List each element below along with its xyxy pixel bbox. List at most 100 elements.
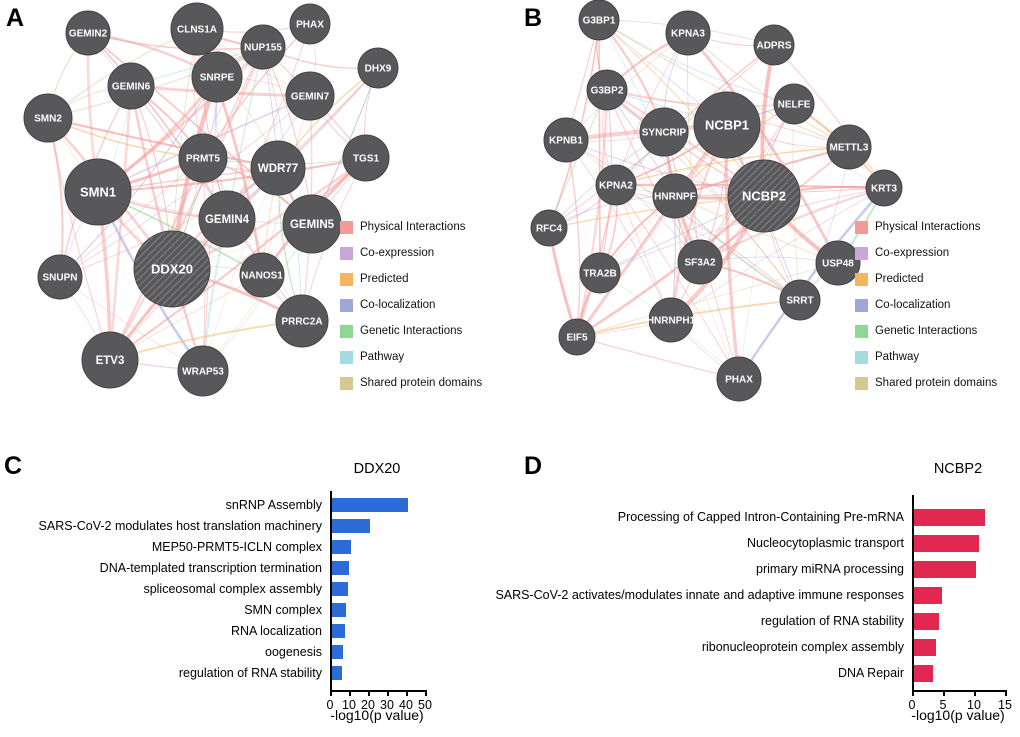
node-circle (865, 169, 903, 207)
legend-swatch (340, 247, 353, 260)
bar-chart-ncbp2: NCBP2 -log10(p value) Processing of Capp… (490, 455, 1020, 737)
network-edge (59, 167, 279, 278)
node-circle (37, 254, 83, 300)
legend-item-label: Co-localization (875, 299, 951, 311)
bar (332, 519, 370, 533)
legend-item: Predicted (340, 273, 482, 286)
bar (332, 603, 347, 617)
network-edge (59, 76, 218, 278)
bar (332, 561, 350, 575)
legend-swatch (340, 299, 353, 312)
network-node: METTL3 (826, 124, 872, 170)
node-circle (342, 134, 390, 182)
x-axis-line (912, 690, 1007, 692)
network-node: DHX9 (357, 47, 399, 89)
network-node: TRA2B (579, 252, 621, 294)
network-node: HNRNPH1 (647, 297, 696, 343)
network-panel-a: GEMIN2 CLNS1A PHAX NUP155 DHX9 GEMIN6 SNRPE GEM… (23, 2, 399, 397)
network-edge (576, 262, 839, 338)
node-circle (23, 93, 73, 143)
node-label: G3BP1 (583, 16, 616, 27)
node-circle (133, 230, 211, 308)
x-tick-label: 50 (418, 698, 432, 712)
node-label: KRT3 (871, 184, 898, 195)
node-label: RFC4 (536, 224, 563, 235)
node-label: USP48 (822, 259, 854, 270)
node-circle (178, 133, 228, 183)
node-circle (289, 3, 331, 45)
x-tick-label: 30 (380, 698, 394, 712)
network-edge (129, 84, 205, 373)
node-circle (753, 24, 795, 66)
network-node: NCBP2 (727, 159, 801, 233)
bar (914, 664, 933, 682)
legend-item-label: Pathway (360, 351, 405, 363)
node-circle (240, 24, 286, 70)
network-node: HNRNPF (652, 173, 698, 219)
network-node: SMN2 (23, 93, 73, 143)
node-circle (191, 51, 243, 103)
bar (914, 612, 939, 630)
node-label: SNRPE (200, 73, 235, 84)
node-label: DHX9 (365, 64, 392, 75)
panel-label-c: C (4, 452, 23, 480)
bar (914, 534, 980, 552)
node-label: GEMIN7 (291, 92, 330, 103)
legend-item-label: Co-localization (360, 299, 436, 311)
legend-swatch (340, 221, 353, 234)
node-circle (578, 0, 620, 41)
network-edge (737, 186, 886, 381)
node-circle (357, 47, 399, 89)
network-node: WRAP53 (177, 345, 229, 397)
legend-swatch (855, 247, 868, 260)
network-node: SNUPN (37, 254, 83, 300)
node-circle (198, 190, 256, 248)
node-circle (81, 331, 139, 389)
category-label: RNA localization (230, 624, 322, 638)
node-label: ADPRS (756, 41, 791, 52)
node-label: TRA2B (583, 269, 616, 280)
legend-item: Co-localization (855, 299, 997, 312)
category-label: SARS-CoV-2 activates/modulates innate an… (495, 588, 904, 602)
node-label: SRRT (786, 296, 813, 307)
node-label: PRRC2A (281, 317, 322, 328)
interaction-legend-a: Physical Interactions Co-expression Predic… (340, 221, 482, 390)
category-label: ribonucleoprotein complex assembly (701, 640, 904, 654)
legend-item-label: Genetic Interactions (360, 325, 463, 337)
category-label: SMN complex (244, 603, 322, 617)
legend-item-label: Shared protein domains (360, 377, 483, 389)
node-label: WRAP53 (182, 367, 224, 378)
network-node: KPNA3 (665, 10, 711, 56)
network-node: NELFE (773, 83, 815, 125)
node-circle (595, 164, 637, 206)
node-label: NCBP2 (742, 189, 786, 204)
category-label: regulation of RNA stability (178, 666, 322, 680)
node-circle (543, 117, 589, 163)
legend-item-label: Predicted (875, 273, 924, 285)
legend-item-label: Physical Interactions (360, 221, 466, 233)
legend-item-label: Predicted (360, 273, 409, 285)
network-edge (598, 19, 850, 148)
network-node: G3BP2 (586, 69, 628, 111)
bar (332, 666, 343, 680)
network-panel-b: G3BP1 KPNA3 ADPRS G3BP2 NELFE NCBP1 SYNCRIP KPN… (530, 0, 903, 402)
network-edge (87, 32, 228, 220)
node-circle (773, 83, 815, 125)
x-tick (349, 692, 351, 696)
panel-label-d: D (524, 452, 543, 480)
node-label: CLNS1A (177, 25, 217, 36)
network-nodes: GEMIN2 CLNS1A PHAX NUP155 DHX9 GEMIN6 SNRPE GEM… (23, 2, 399, 397)
network-edge (687, 32, 701, 263)
network-node: SRRT (779, 279, 821, 321)
bar (914, 508, 986, 526)
network-edge (565, 139, 801, 301)
network-node: PHAX (716, 356, 762, 402)
node-label: NANOS1 (241, 271, 283, 282)
node-label: SYNCRIP (642, 128, 687, 139)
network-node: KPNA2 (595, 164, 637, 206)
network-node: ADPRS (753, 24, 795, 66)
network-node: GEMIN6 (107, 62, 155, 110)
network-edge (598, 19, 676, 197)
network-node: WDR77 (250, 140, 306, 196)
node-label: KPNA3 (671, 29, 705, 40)
